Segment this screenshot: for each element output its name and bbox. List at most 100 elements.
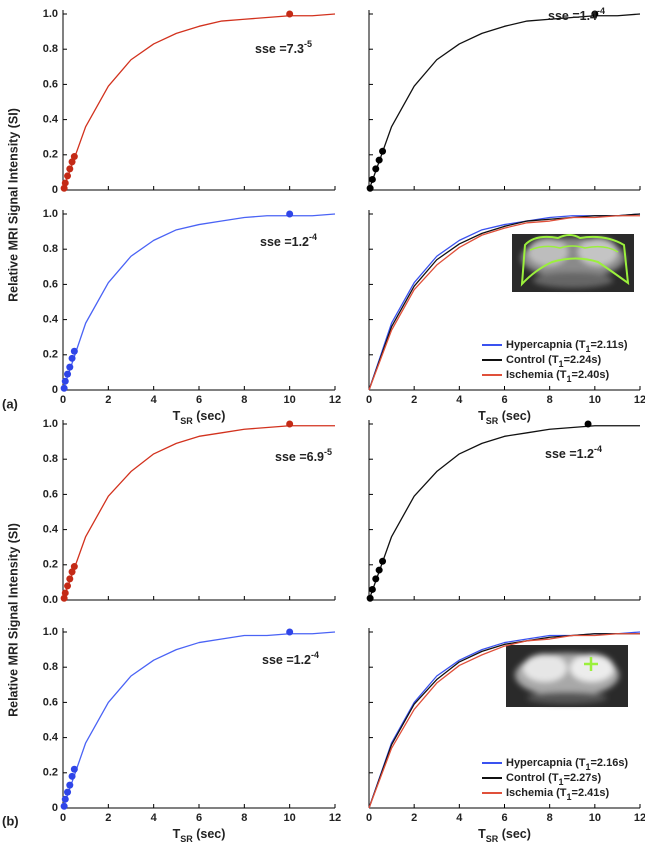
panel: 0 2 4 6 8 10 12 (366, 210, 645, 406)
x-tick-label: 0 (60, 394, 66, 406)
curve (368, 633, 640, 809)
legend-entry-text: =2.40s) (572, 369, 610, 381)
y-tick-label: 0.4 (43, 114, 59, 126)
x-tick-label: 10 (284, 394, 296, 406)
legend-entry: Ischemia (T1=2.41s) (506, 787, 609, 802)
legend-entry-subscript: 1 (559, 777, 564, 787)
legend-entry-text: =2.16s) (590, 757, 628, 769)
data-point (64, 582, 72, 590)
annotation-text: sse =7.3 (255, 42, 304, 56)
data-point (375, 156, 383, 164)
annotation: sse =6.9-5 (275, 447, 332, 464)
x-tick-label: 2 (411, 394, 417, 406)
curve (368, 213, 641, 391)
x-axis-label-text: (sec) (193, 827, 226, 841)
data-point (372, 575, 380, 583)
y-tick-label: 0.8 (43, 661, 58, 673)
x-tick-label: 0 (60, 812, 66, 824)
x-tick-label: 8 (547, 812, 553, 824)
legend-entry-text: Hypercapnia (T (506, 757, 586, 769)
x-axis-label-subscript: SR (180, 834, 193, 843)
y-tick-label: 1.0 (43, 8, 58, 20)
data-point (379, 147, 387, 155)
panel (366, 420, 641, 602)
y-axis-label: Relative MRI Signal Intensity (SI) (6, 523, 20, 717)
data-point (366, 594, 374, 602)
data-point (368, 585, 376, 593)
data-point (61, 179, 69, 187)
inset-image-b (506, 645, 628, 707)
data-point (64, 172, 72, 180)
y-tick-label: 0.2 (43, 559, 58, 571)
x-tick-label: 8 (241, 394, 247, 406)
x-tick-label: 6 (196, 394, 202, 406)
curve (368, 215, 640, 391)
legend-entry: Hypercapnia (T1=2.11s) (506, 339, 628, 354)
annotation-superscript: -5 (304, 39, 312, 49)
annotation-text: sse =1.2 (545, 447, 594, 461)
x-tick-label: 2 (105, 394, 111, 406)
x-tick-label: 2 (411, 812, 417, 824)
y-tick-label: 1.0 (43, 418, 58, 430)
legend-entry-text: =2.11s) (590, 339, 627, 351)
annotation: sse =1.2-4 (262, 650, 319, 667)
panel: 0 2 4 6 8 10 12 0 0.2 0.4 0.6 0.8 1.0 (43, 208, 341, 406)
legend-entry-subscript: 1 (559, 359, 564, 369)
annotation: sse =1.2-4 (545, 444, 602, 461)
data-point (379, 557, 387, 565)
x-axis-label: TSR (sec) (478, 409, 531, 426)
data-point (372, 165, 380, 173)
y-tick-label: 0 (52, 384, 58, 396)
data-point (70, 347, 78, 355)
panel-label: (a) (2, 396, 18, 411)
x-tick-label: 4 (456, 394, 463, 406)
x-tick-label: 4 (456, 812, 463, 824)
x-tick-label: 0 (366, 394, 372, 406)
annotation-text: sse =1.4 (548, 9, 597, 23)
legend-entry-text: Ischemia (T (506, 369, 567, 381)
panel: 0 2 4 6 8 10 12 0 0.2 0.4 0.6 0.8 1.0 (43, 626, 341, 824)
data-point (61, 377, 69, 385)
data-point (68, 772, 76, 780)
legend-entry: Hypercapnia (T1=2.16s) (506, 757, 628, 772)
x-tick-label: 12 (634, 394, 645, 406)
data-point (60, 184, 68, 192)
y-tick-label: 1.0 (43, 208, 58, 220)
x-tick-label: 6 (196, 812, 202, 824)
x-tick-label: 10 (589, 394, 601, 406)
x-tick-label: 2 (105, 812, 111, 824)
data-point (68, 158, 76, 166)
y-tick-label: 0.2 (43, 349, 58, 361)
data-point (64, 788, 72, 796)
panel: 0.0 0.2 0.4 0.6 0.8 1.0 (43, 418, 336, 606)
y-tick-label: 0.4 (43, 524, 59, 536)
x-tick-label: 12 (329, 394, 341, 406)
x-tick-label: 10 (589, 812, 601, 824)
data-point (60, 594, 68, 602)
x-axis-label: TSR (sec) (173, 409, 226, 426)
annotation: sse =1.4-4 (548, 6, 605, 23)
data-point (60, 384, 68, 392)
data-point (60, 802, 68, 810)
annotation-text: sse =1.2 (260, 235, 309, 249)
annotation: sse =1.2-4 (260, 232, 317, 249)
x-tick-label: 12 (634, 812, 645, 824)
annotation-text: sse =6.9 (275, 450, 324, 464)
legend-entry: Control (T1=2.24s) (506, 354, 602, 369)
y-tick-label: 0 (52, 184, 58, 196)
x-axis-label: TSR (sec) (478, 827, 531, 843)
data-point (70, 153, 78, 161)
data-point (591, 10, 599, 18)
x-tick-label: 10 (284, 812, 296, 824)
data-point (66, 363, 74, 371)
x-tick-label: 0 (366, 812, 372, 824)
x-tick-label: 6 (501, 394, 507, 406)
annotation-superscript: -5 (324, 447, 332, 457)
x-axis-label-text: T (478, 827, 486, 841)
y-tick-label: 0.4 (43, 314, 59, 326)
y-tick-label: 0.0 (43, 594, 58, 606)
x-axis-label-text: T (173, 409, 181, 423)
curve (368, 425, 640, 601)
legend-entry-subscript: 1 (567, 374, 572, 384)
